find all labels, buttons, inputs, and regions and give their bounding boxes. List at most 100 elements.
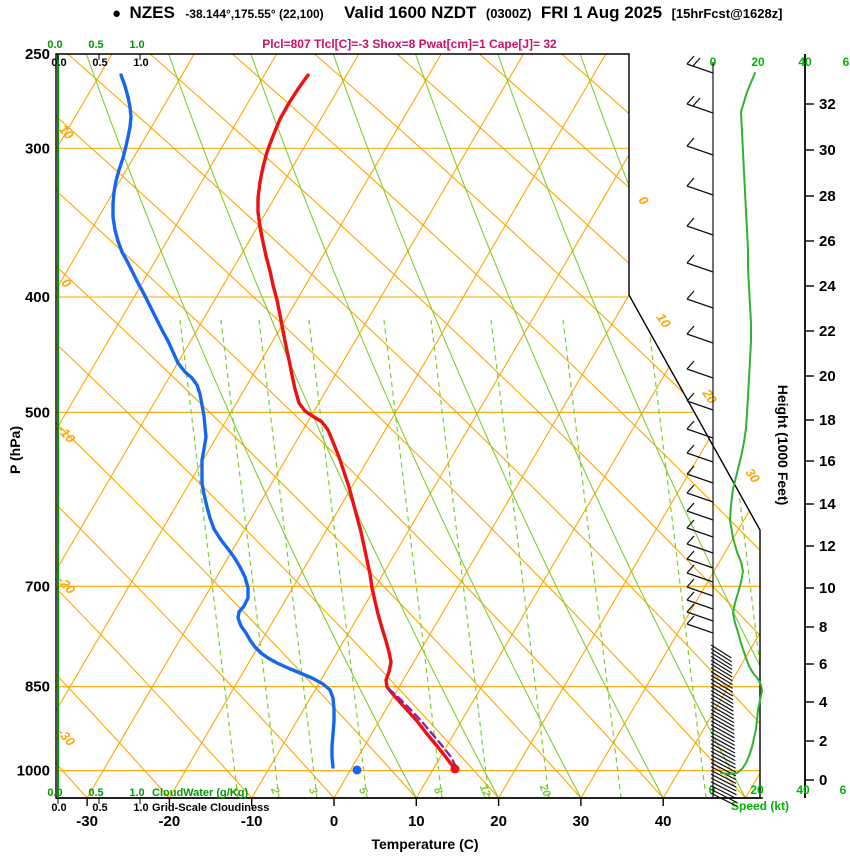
dry-adiabat-line (56, 54, 746, 798)
dry-adiabat-line (56, 54, 500, 798)
axis-text: Height (1000 Feet) (775, 385, 791, 506)
wind-barb (686, 599, 714, 610)
axis-text: 1.0 (133, 802, 148, 814)
mixing-ratio-line (562, 319, 622, 798)
axis-text: P (hPa) (7, 426, 23, 474)
wind-barb-dense (710, 792, 738, 807)
axis-text: 40 (796, 783, 810, 797)
wind-barb-dense (710, 652, 733, 667)
isotherm-line (580, 54, 760, 798)
mixing-ratio-line (308, 319, 368, 798)
dry-adiabat-line (149, 54, 760, 798)
dry-adiabat-line (56, 54, 417, 798)
wind-barb-tick (686, 550, 695, 560)
axis-text: 700 (25, 578, 50, 595)
axis-text: 30 (819, 142, 836, 159)
dry-adiabat-line (56, 54, 664, 798)
axis-text: 5 (356, 786, 370, 797)
dry-adiabat-line (56, 54, 582, 798)
temperature-curve (256, 73, 457, 771)
axis-text: Speed (kt) (731, 799, 789, 813)
dry-adiabat-line (56, 54, 170, 798)
valid-time: Valid 1600 NZDT (344, 3, 477, 22)
dry-adiabat-line (396, 54, 760, 798)
wind-barb-tick (686, 591, 695, 601)
axis-text: 20 (536, 782, 553, 800)
axis-text: 20 (750, 783, 764, 797)
axis-text: 10 (653, 310, 674, 331)
wind-barb-tick (686, 325, 695, 335)
wind-barb (686, 145, 714, 156)
wind-barb (686, 298, 714, 309)
mixing-ratio-line (490, 319, 550, 798)
wind-barb (686, 473, 714, 484)
wind-barb (686, 611, 714, 622)
wind-barb-dense (710, 663, 733, 678)
wind-barb-tick (686, 217, 695, 227)
axis-text: 22 (819, 323, 836, 340)
axis-text: 3 (306, 786, 319, 796)
wind-barb-tick (686, 420, 695, 430)
wind-barb-dense (710, 754, 736, 769)
axis-text: 500 (25, 404, 50, 421)
wind-barb-dense (710, 739, 736, 754)
axis-text: 8 (431, 786, 445, 797)
wind-barb-tick (692, 57, 701, 67)
moist-adiabat-line (85, 54, 417, 798)
wind-barb (686, 586, 714, 597)
wind-barb-dense (710, 655, 733, 670)
dewpoint-curve (111, 73, 336, 769)
axis-text: 1.0 (133, 57, 148, 69)
wind-barb (686, 262, 714, 273)
wind-barb-dense (710, 659, 733, 674)
mixing-ratio-line (258, 319, 318, 798)
wind-barb (686, 400, 714, 411)
axis-text: 0.5 (88, 39, 103, 51)
moist-adiabat-line (332, 54, 664, 798)
axis-text: 4 (819, 694, 828, 711)
axis-text: 6 (840, 783, 847, 797)
axis-text: 16 (819, 453, 836, 470)
mixing-ratio-line (647, 319, 707, 798)
axis-text: 0.0 (51, 802, 66, 814)
axis-text: 24 (819, 278, 836, 295)
wind-barb-dense (710, 678, 734, 693)
wind-barb-dense (710, 773, 737, 788)
wind-barb (686, 103, 714, 114)
axis-text: CloudWater (g/Kg) (152, 787, 248, 799)
wind-barb-dense (710, 648, 732, 663)
dry-adiabat-line (56, 54, 335, 798)
dry-adiabat-line (232, 54, 760, 798)
wind-barb-tick (686, 615, 695, 625)
wind-barb (686, 63, 714, 74)
station-id: NZES (129, 3, 175, 22)
wind-barb (686, 225, 714, 236)
wind-barb-dense (710, 709, 735, 724)
axis-text: 2 (819, 733, 827, 750)
axis-text: 850 (25, 679, 50, 696)
wind-barb (686, 527, 714, 538)
forecast-lead-tag: [15hrFcst@1628z] (671, 6, 783, 21)
axis-text: 10 (408, 813, 425, 830)
wind-barb (686, 623, 714, 634)
wind-barb-dense (710, 701, 734, 716)
wind-barb (686, 333, 714, 344)
axis-text: 0.0 (47, 787, 62, 799)
axis-text: 26 (819, 233, 836, 250)
moist-adiabat-line (168, 54, 500, 798)
wind-barb-dense (710, 682, 734, 697)
wind-barb-tick (686, 55, 695, 65)
wind-barb-dense (710, 724, 735, 739)
valid-time-utc: (0300Z) (485, 6, 532, 21)
wind-barb-dense (710, 667, 733, 682)
axis-text: 2 (268, 785, 282, 796)
isotherm-line (662, 54, 760, 798)
axis-text: 20 (699, 385, 721, 407)
wind-barb-tick (686, 137, 695, 147)
wind-barb-dense (710, 674, 733, 689)
wind-barb-tick (686, 535, 695, 545)
wind-barb-dense (710, 712, 735, 727)
wind-barb-dense (710, 750, 736, 765)
